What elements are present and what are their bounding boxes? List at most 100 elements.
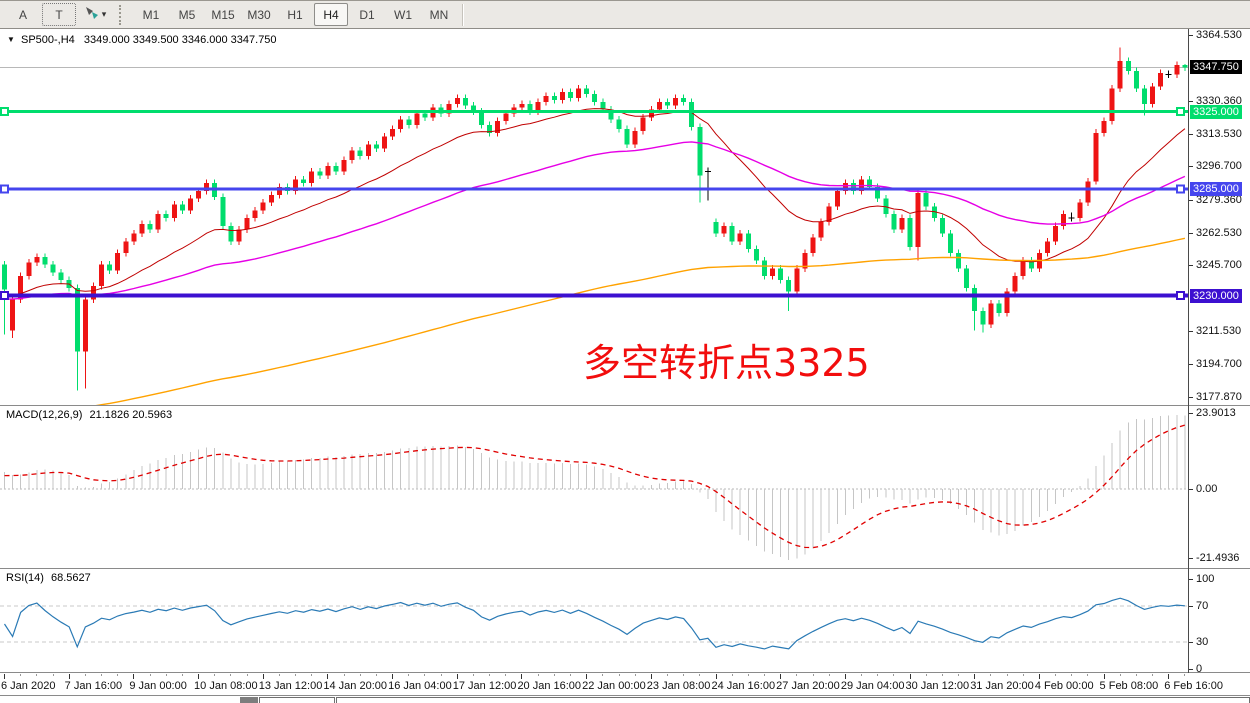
rsi-indicator-label[interactable]: RSI(14) 68.5627 xyxy=(6,572,91,584)
time-minor-tick xyxy=(311,674,313,676)
timeframe-button-m1[interactable]: M1 xyxy=(142,7,160,22)
line-drag-handle xyxy=(1176,184,1185,194)
macd-name: MACD(12,26,9) xyxy=(6,409,83,421)
time-major-tick xyxy=(780,674,782,679)
macd-axis[interactable]: 23.9013 0.00 -21.4936 xyxy=(1189,406,1250,568)
rsi-axis[interactable]: 100 70 30 0 xyxy=(1189,569,1250,675)
candle-body xyxy=(90,285,96,300)
collapse-triangle-icon[interactable]: ▼ xyxy=(7,35,15,44)
time-minor-tick xyxy=(1135,674,1137,676)
candle-body xyxy=(123,241,129,253)
candle-body xyxy=(268,194,274,203)
time-minor-tick xyxy=(1087,674,1089,676)
time-minor-tick xyxy=(1055,674,1056,676)
time-axis-label: 10 Jan 08:00 xyxy=(194,680,258,692)
candle-body xyxy=(42,256,48,265)
candle-body xyxy=(972,287,978,312)
macd-values: 21.1826 20.5963 xyxy=(89,409,173,421)
time-major-tick xyxy=(198,674,199,679)
candle-body xyxy=(826,206,832,222)
time-minor-tick xyxy=(359,674,361,676)
timeframe-button-m15[interactable]: M15 xyxy=(211,7,235,22)
time-minor-tick xyxy=(214,674,216,676)
time-minor-tick xyxy=(149,674,151,676)
pane-separator[interactable] xyxy=(0,568,1250,569)
pane-separator xyxy=(0,672,1250,673)
candle-body xyxy=(390,128,396,137)
symbol-period-label: SP500-,H4 xyxy=(20,34,75,46)
timeframe-button-d1[interactable]: D1 xyxy=(359,7,375,22)
timeframe-button-m30[interactable]: M30 xyxy=(247,7,271,22)
candle-body xyxy=(341,159,347,172)
candle-body xyxy=(608,109,614,120)
axis-tick-label: -21.4936 xyxy=(1196,551,1240,564)
candle-body xyxy=(907,218,913,248)
timeframe-button-m5[interactable]: M5 xyxy=(178,7,196,22)
candle-body xyxy=(624,128,630,145)
time-minor-tick xyxy=(747,674,749,676)
pane-separator[interactable] xyxy=(0,405,1250,406)
time-minor-tick xyxy=(1006,674,1008,676)
candle-body xyxy=(1020,260,1026,277)
candle-body xyxy=(1109,88,1115,122)
axis-tick-label: 3364.530 xyxy=(1196,28,1242,41)
timeframe-buttons: M1 M5 M15 M30 H1 H4 D1 W1 MN xyxy=(133,3,457,26)
candle-body xyxy=(147,223,153,230)
candle-body xyxy=(179,204,185,211)
scrollbar-thumb[interactable] xyxy=(240,697,258,703)
arrows-tool-button[interactable]: ▾ xyxy=(78,3,112,26)
text-box-tool-button[interactable]: T xyxy=(42,3,76,26)
bottom-scrollbar[interactable] xyxy=(0,695,1250,703)
candle-body xyxy=(18,276,24,300)
candle-body xyxy=(301,179,307,184)
candle-body xyxy=(891,214,897,230)
time-minor-tick xyxy=(731,674,733,676)
time-major-tick xyxy=(974,674,976,679)
time-axis-label: 27 Jan 20:00 xyxy=(776,680,840,692)
axis-tick-mark xyxy=(1189,489,1193,491)
candle-body xyxy=(381,136,387,149)
time-axis[interactable]: 6 Jan 2020 7 Jan 16:00 9 Jan 00:00 10 Jan 0… xyxy=(0,673,1250,695)
macd-pane[interactable] xyxy=(0,406,1188,568)
chart-text-annotation[interactable]: 多空转折点3325 xyxy=(583,341,870,385)
time-major-tick xyxy=(1168,674,1170,679)
timeframe-button-w1[interactable]: W1 xyxy=(394,7,412,22)
candle-body xyxy=(462,97,468,106)
rsi-pane[interactable] xyxy=(0,569,1188,673)
time-minor-tick xyxy=(537,674,539,676)
candle-body xyxy=(656,101,662,110)
candle-body xyxy=(187,198,193,211)
timeframe-button-h1[interactable]: H1 xyxy=(287,7,303,22)
toolbar-grip[interactable] xyxy=(119,4,127,25)
time-major-tick xyxy=(262,674,264,679)
chart-area[interactable]: ▼ SP500-,H4 3349.000 3349.500 3346.000 3… xyxy=(0,29,1250,703)
scrollbar-segment[interactable] xyxy=(336,697,1250,703)
candle-body xyxy=(26,262,32,277)
scrollbar-segment[interactable] xyxy=(259,697,335,703)
macd-indicator-label[interactable]: MACD(12,26,9) 21.1826 20.5963 xyxy=(6,409,172,421)
line-drag-handle xyxy=(1176,291,1185,301)
candle-body xyxy=(333,165,339,172)
price-pane[interactable] xyxy=(0,29,1188,405)
chevron-down-icon: ▾ xyxy=(101,9,107,19)
text-label-tool-button[interactable]: A xyxy=(18,7,27,22)
candle-body xyxy=(131,233,137,242)
time-minor-tick xyxy=(812,674,814,676)
time-minor-tick xyxy=(893,674,895,676)
symbol-quote-header[interactable]: ▼ SP500-,H4 3349.000 3349.500 3346.000 3… xyxy=(7,34,277,46)
time-axis-label: 17 Jan 12:00 xyxy=(452,680,517,692)
axis-tick-label: 3296.700 xyxy=(1196,160,1242,173)
timeframe-button-mn[interactable]: MN xyxy=(429,7,449,22)
candle-body xyxy=(357,150,363,157)
candle-body xyxy=(220,196,226,226)
axis-tick-label: 3177.870 xyxy=(1196,390,1242,403)
time-minor-tick xyxy=(117,674,119,676)
candle-body xyxy=(1061,214,1067,226)
timeframe-button-h4[interactable]: H4 xyxy=(314,3,348,26)
candle-body xyxy=(276,187,282,195)
time-axis-label: 23 Jan 08:00 xyxy=(646,680,711,692)
candle-body xyxy=(818,221,824,238)
candle-body xyxy=(867,179,873,188)
axis-tick-mark xyxy=(1189,363,1193,365)
price-axis[interactable]: 3364.530 3330.360 3313.530 3296.700 3279.360… xyxy=(1189,29,1250,405)
